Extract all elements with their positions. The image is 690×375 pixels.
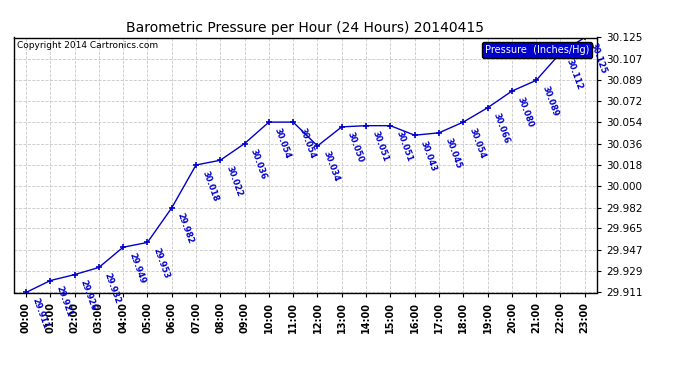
Pressure  (Inches/Hg) xyxy=(386,123,395,128)
Text: 30.034: 30.034 xyxy=(322,150,341,183)
Line: Pressure  (Inches/Hg): Pressure (Inches/Hg) xyxy=(23,34,588,296)
Pressure  (Inches/Hg) xyxy=(95,265,103,270)
Pressure  (Inches/Hg) xyxy=(532,78,540,82)
Text: 30.125: 30.125 xyxy=(589,42,609,75)
Pressure  (Inches/Hg) xyxy=(119,245,127,249)
Text: 30.112: 30.112 xyxy=(564,57,584,91)
Text: 30.022: 30.022 xyxy=(224,164,244,198)
Text: 30.080: 30.080 xyxy=(516,95,535,128)
Text: 30.054: 30.054 xyxy=(273,126,293,160)
Pressure  (Inches/Hg) xyxy=(435,130,443,135)
Pressure  (Inches/Hg) xyxy=(508,89,516,93)
Text: 30.036: 30.036 xyxy=(249,148,268,181)
Text: 30.045: 30.045 xyxy=(443,137,462,170)
Text: 30.050: 30.050 xyxy=(346,131,366,164)
Text: 29.932: 29.932 xyxy=(103,272,123,305)
Pressure  (Inches/Hg) xyxy=(240,141,248,146)
Text: 29.911: 29.911 xyxy=(30,297,50,330)
Text: 30.051: 30.051 xyxy=(395,130,414,163)
Pressure  (Inches/Hg) xyxy=(265,120,273,124)
Pressure  (Inches/Hg) xyxy=(144,240,152,245)
Pressure  (Inches/Hg) xyxy=(22,290,30,295)
Pressure  (Inches/Hg) xyxy=(313,144,322,148)
Pressure  (Inches/Hg) xyxy=(459,120,467,124)
Pressure  (Inches/Hg) xyxy=(168,206,176,210)
Pressure  (Inches/Hg) xyxy=(411,133,419,138)
Pressure  (Inches/Hg) xyxy=(337,124,346,129)
Text: 29.949: 29.949 xyxy=(127,251,147,285)
Pressure  (Inches/Hg) xyxy=(580,35,589,40)
Text: 29.921: 29.921 xyxy=(55,285,74,318)
Text: 30.051: 30.051 xyxy=(371,130,390,163)
Text: 29.953: 29.953 xyxy=(152,247,171,280)
Text: 30.089: 30.089 xyxy=(540,85,560,118)
Pressure  (Inches/Hg) xyxy=(70,272,79,277)
Text: 30.054: 30.054 xyxy=(467,126,487,160)
Pressure  (Inches/Hg) xyxy=(362,123,371,128)
Text: 30.043: 30.043 xyxy=(419,140,438,172)
Pressure  (Inches/Hg) xyxy=(289,120,297,124)
Text: 29.982: 29.982 xyxy=(176,212,195,246)
Pressure  (Inches/Hg) xyxy=(216,158,224,162)
Text: 29.926: 29.926 xyxy=(79,279,98,312)
Text: 30.066: 30.066 xyxy=(492,112,511,146)
Text: Copyright 2014 Cartronics.com: Copyright 2014 Cartronics.com xyxy=(17,41,158,50)
Pressure  (Inches/Hg) xyxy=(556,51,564,55)
Text: 30.054: 30.054 xyxy=(297,126,317,160)
Pressure  (Inches/Hg) xyxy=(484,105,492,110)
Legend: Pressure  (Inches/Hg): Pressure (Inches/Hg) xyxy=(482,42,592,58)
Text: 30.018: 30.018 xyxy=(200,169,219,202)
Title: Barometric Pressure per Hour (24 Hours) 20140415: Barometric Pressure per Hour (24 Hours) … xyxy=(126,21,484,35)
Pressure  (Inches/Hg) xyxy=(192,163,200,167)
Pressure  (Inches/Hg) xyxy=(46,278,55,283)
